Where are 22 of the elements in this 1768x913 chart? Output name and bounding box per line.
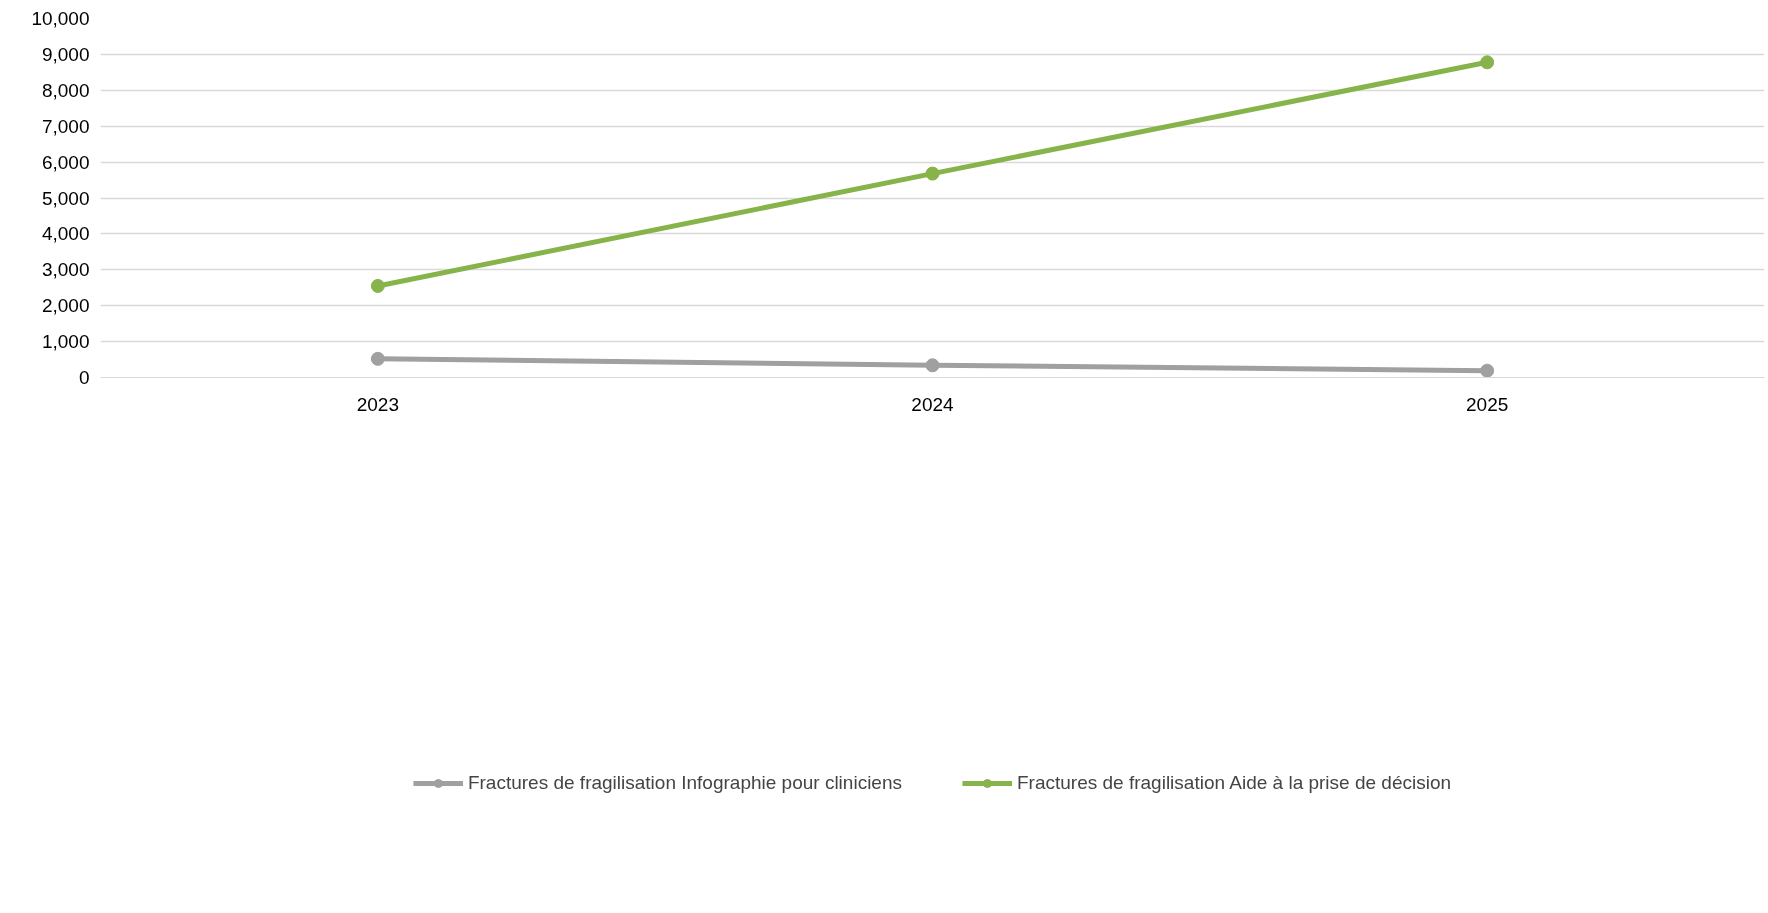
point (1480, 55, 1495, 70)
y-tick-label: 0 (78, 367, 90, 388)
x-tick-label: 2024 (911, 393, 955, 415)
point (370, 278, 385, 293)
y-tick-label: 5,000 (41, 187, 90, 209)
x-tick-label: 2025 (1466, 393, 1509, 415)
y-tick-label: 10,000 (31, 8, 90, 29)
legend-label: Fractures de fragilisation Aide à la prise de décision (1016, 771, 1452, 794)
legend-label: Fractures de fragilisation Infographie pour cliniciens (467, 771, 902, 794)
y-tick-label: 4,000 (41, 223, 90, 245)
y-tick-label: 1,000 (41, 331, 90, 353)
y-tick-label: 8,000 (41, 79, 90, 101)
y-tick-label: 2,000 (41, 295, 90, 317)
y-tick-label: 9,000 (41, 43, 90, 65)
y-tick-label: 6,000 (41, 151, 90, 173)
point (925, 358, 940, 373)
point (1480, 363, 1495, 378)
point (370, 351, 385, 366)
point (925, 166, 940, 181)
x-tick-label: 2023 (356, 393, 399, 415)
y-tick-label: 7,000 (41, 115, 90, 137)
y-tick-label: 3,000 (41, 259, 90, 281)
